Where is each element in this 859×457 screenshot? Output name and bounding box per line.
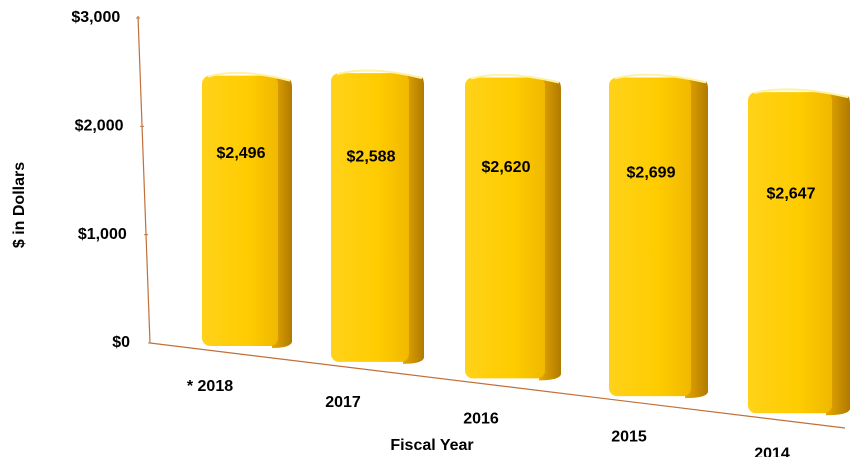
bar-front	[331, 73, 409, 362]
x-tick-label: 2014	[754, 445, 790, 457]
bar-front	[609, 77, 691, 397]
y-tick-label: $1,000	[78, 226, 127, 243]
bar-top	[614, 73, 707, 84]
data-label: $2,647	[767, 185, 816, 202]
bar-top	[470, 73, 560, 84]
bar-front	[202, 75, 278, 347]
x-axis-label: Fiscal Year	[390, 437, 473, 454]
y-tick-label: $2,000	[75, 118, 124, 135]
bar-front	[748, 92, 832, 414]
bar-top	[207, 71, 291, 82]
x-axis	[149, 342, 846, 429]
data-label: $2,699	[627, 165, 676, 182]
y-axis	[137, 15, 151, 344]
data-label: $2,620	[482, 159, 531, 176]
data-label: $2,588	[347, 148, 396, 165]
data-label: $2,496	[217, 145, 266, 162]
x-tick-label: 2015	[611, 428, 647, 445]
x-tick-label: 2016	[463, 411, 499, 428]
y-axis-label: $ in Dollars	[11, 162, 28, 248]
bar	[748, 88, 850, 416]
bar	[465, 73, 561, 381]
bar	[202, 71, 292, 349]
bar-front	[465, 77, 545, 379]
bar	[609, 73, 708, 399]
x-tick-label: 2017	[325, 394, 361, 411]
y-tick-label: $3,000	[71, 9, 120, 26]
y-tick-label: $0	[112, 334, 130, 351]
x-tick-label: * 2018	[187, 378, 233, 395]
bar	[331, 69, 424, 364]
bar-top	[753, 88, 849, 99]
bar-top	[336, 69, 423, 80]
